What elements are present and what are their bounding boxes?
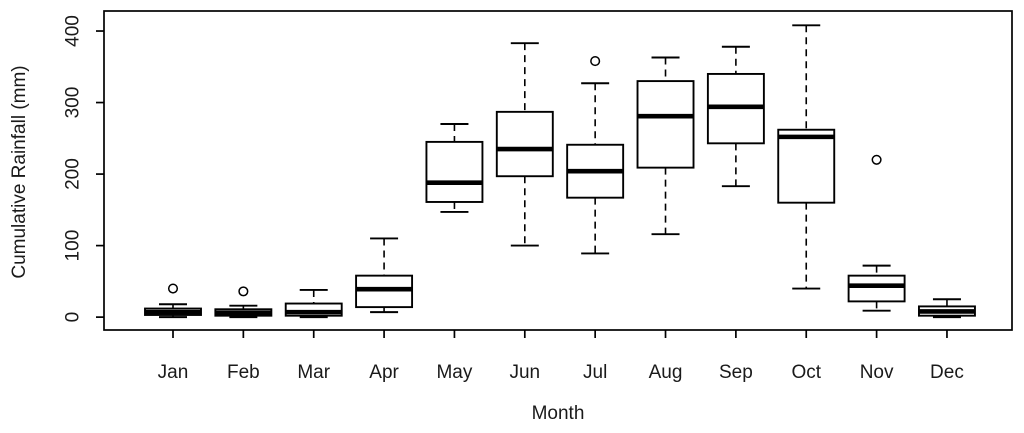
boxplot-dec (918, 298, 976, 319)
boxplot-jan (144, 283, 202, 319)
boxplot-oct (777, 24, 836, 290)
x-tick-label: Jun (509, 362, 540, 383)
iqr-box (777, 128, 836, 204)
x-tick-label: Dec (930, 362, 964, 383)
x-tick-label: May (436, 362, 472, 383)
outlier-point (590, 56, 601, 67)
outlier-point (238, 286, 249, 297)
iqr-box (425, 140, 484, 203)
y-tick-label: 400 (63, 15, 84, 47)
iqr-box (847, 274, 906, 303)
x-axis-title: Month (531, 403, 585, 424)
x-tick-label: Oct (791, 362, 821, 383)
outlier-point (167, 283, 179, 294)
boxplot-apr (355, 237, 414, 314)
boxplot-sep (706, 45, 765, 188)
y-tick-label: 100 (63, 230, 84, 262)
boxplot-jun (495, 42, 554, 247)
y-tick-label: 0 (63, 312, 84, 323)
y-tick-label: 200 (63, 158, 84, 190)
x-tick-label: Jul (583, 362, 607, 383)
x-tick-label: Aug (649, 362, 683, 383)
boxplot-jul (566, 56, 625, 255)
boxplot-mar (284, 288, 343, 319)
iqr-box (495, 110, 554, 178)
x-tick-label: Nov (860, 362, 894, 383)
x-tick-label: Jan (158, 362, 189, 383)
boxplot-may (425, 123, 484, 213)
plot-frame (103, 10, 1013, 331)
boxplot-feb (214, 286, 273, 319)
boxplot-nov (847, 154, 906, 312)
x-tick-label: Apr (369, 362, 399, 383)
x-tick-label: Feb (227, 362, 260, 383)
y-axis-title: Cumulative Rainfall (mm) (9, 65, 30, 279)
iqr-box (636, 80, 695, 169)
outlier-point (871, 154, 882, 165)
y-tick-label: 300 (63, 87, 84, 119)
boxplot-aug (636, 56, 695, 236)
x-tick-label: Mar (297, 362, 330, 383)
x-tick-label: Sep (719, 362, 753, 383)
